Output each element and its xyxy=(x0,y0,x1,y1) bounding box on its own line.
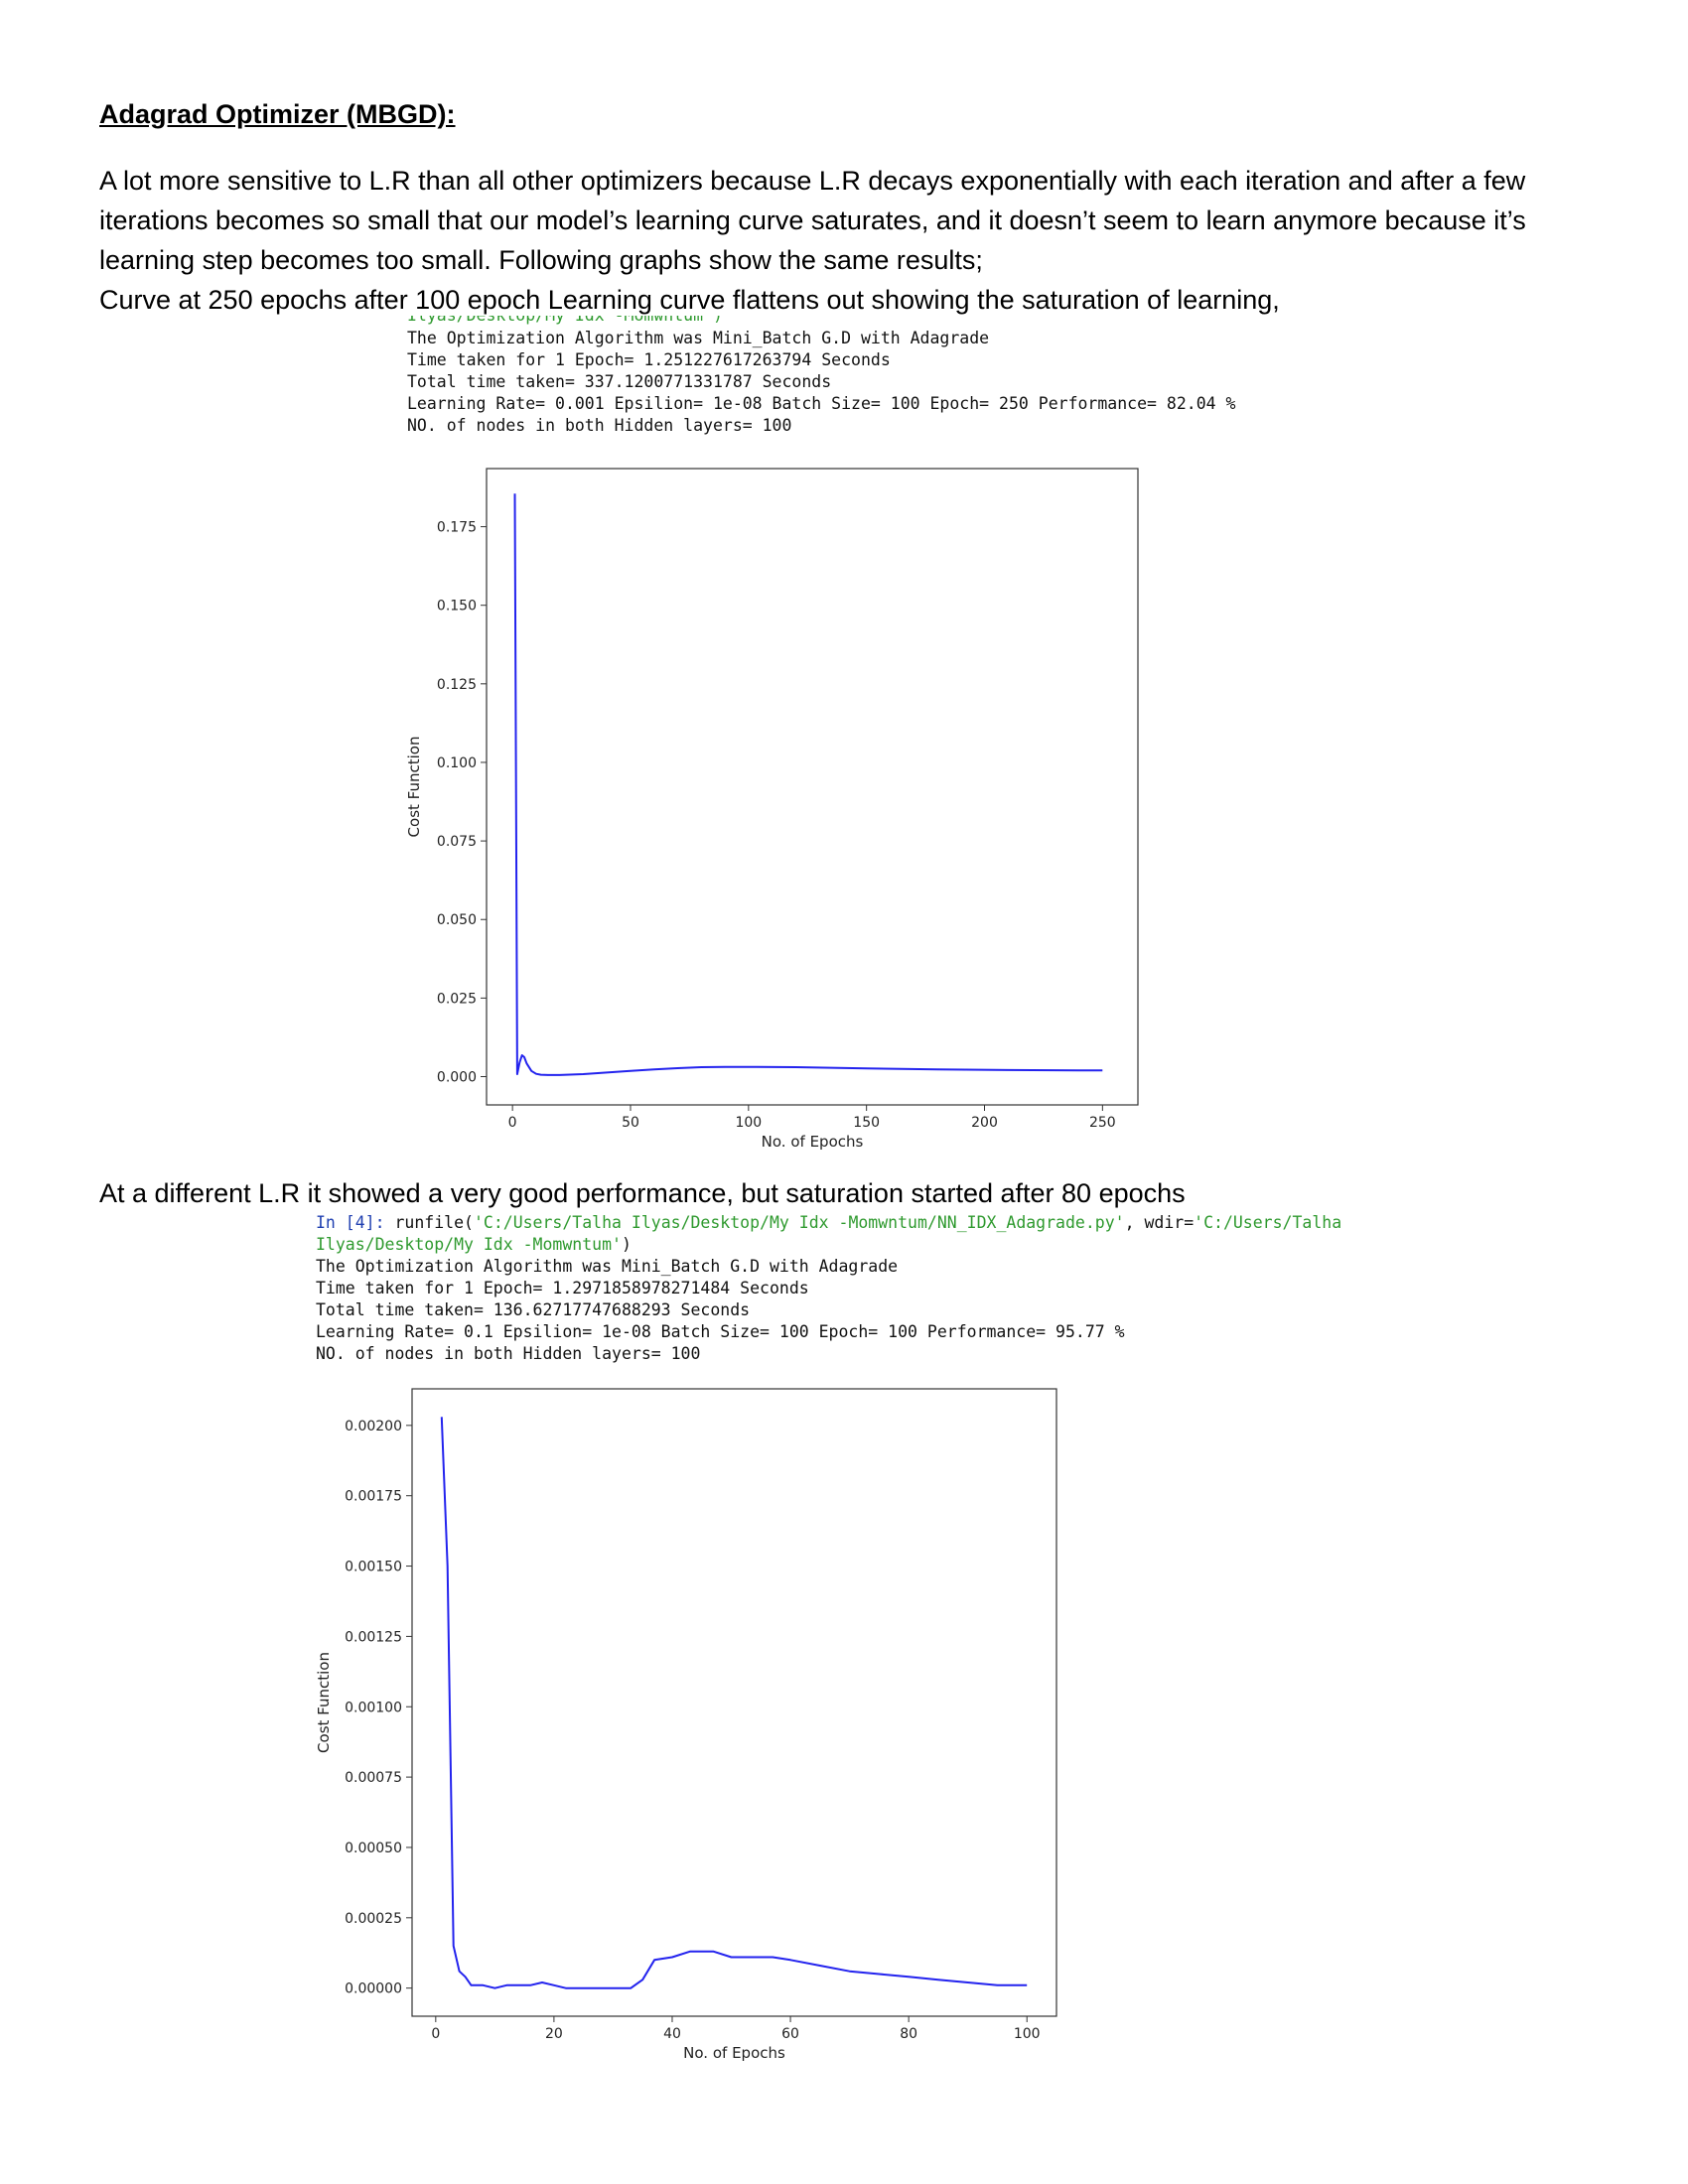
console-output-1: The Optimization Algorithm was Mini_Batc… xyxy=(407,328,1235,437)
console1-line: NO. of nodes in both Hidden layers= 100 xyxy=(407,416,792,435)
y-tick-label: 0.175 xyxy=(437,520,477,536)
console-output-2: In [4]: runfile('C:/Users/Talha Ilyas/De… xyxy=(316,1212,1341,1365)
console2-prompt: In [4]: xyxy=(316,1213,385,1232)
y-tick-label: 0.150 xyxy=(437,599,477,614)
intro-paragraph: A lot more sensitive to L.R than all oth… xyxy=(99,166,1526,275)
y-tick-label: 0.050 xyxy=(437,912,477,928)
console2-command: In [4]: runfile('C:/Users/Talha Ilyas/De… xyxy=(316,1212,1341,1234)
x-tick-label: 50 xyxy=(622,1115,639,1131)
x-tick-label: 0 xyxy=(508,1115,517,1131)
y-tick-label: 0.075 xyxy=(437,834,477,850)
different-lr-caption: At a different L.R it showed a very good… xyxy=(99,1178,1186,1208)
console2-wdir: 'C:/Users/Talha xyxy=(1194,1213,1342,1232)
y-tick-label: 0.100 xyxy=(437,755,477,771)
console2-line: NO. of nodes in both Hidden layers= 100 xyxy=(316,1344,701,1363)
y-tick-label: 0.125 xyxy=(437,677,477,693)
console2-line: Total time taken= 136.62717747688293 Sec… xyxy=(316,1300,751,1319)
console2-line: Time taken for 1 Epoch= 1.29718589782714… xyxy=(316,1279,809,1297)
console2-path: 'C:/Users/Talha Ilyas/Desktop/My Idx -Mo… xyxy=(473,1213,1125,1232)
section-heading: Adagrad Optimizer (MBGD): xyxy=(99,99,456,129)
x-tick-label: 250 xyxy=(1089,1115,1116,1131)
console2-wdir-cont: Ilyas/Desktop/My Idx -Momwntum' xyxy=(316,1235,622,1254)
console1-line: Total time taken= 337.1200771331787 Seco… xyxy=(407,372,832,391)
series-line-cost xyxy=(513,493,1103,1076)
console2-close: ) xyxy=(621,1235,632,1254)
console2-func: runfile( xyxy=(384,1213,474,1232)
y-axis-label: Cost Function xyxy=(405,737,423,838)
console2-line: Learning Rate= 0.1 Epsilion= 1e-08 Batch… xyxy=(316,1322,1125,1341)
console1-cutoff: Ilyas/Desktop/My Idx -Momwntum') xyxy=(407,316,824,328)
console2-command-cont: Ilyas/Desktop/My Idx -Momwntum') xyxy=(316,1234,1341,1256)
x-tick-label: 150 xyxy=(853,1115,880,1131)
x-tick-label: 200 xyxy=(971,1115,998,1131)
y-tick-label: 0.000 xyxy=(437,1070,477,1086)
console2-line: The Optimization Algorithm was Mini_Batc… xyxy=(316,1257,899,1276)
console1-line: Learning Rate= 0.001 Epsilion= 1e-08 Bat… xyxy=(407,394,1236,413)
y-tick-label: 0.025 xyxy=(437,991,477,1007)
curve-250-caption: Curve at 250 epochs after 100 epoch Lear… xyxy=(99,285,1280,315)
console2-sep: , wdir= xyxy=(1124,1213,1195,1232)
plot-frame xyxy=(486,468,1139,1106)
x-axis-label: No. of Epochs xyxy=(762,1133,864,1151)
console1-line: Time taken for 1 Epoch= 1.25122761726379… xyxy=(407,350,891,369)
x-tick-label: 100 xyxy=(735,1115,762,1131)
console1-line: The Optimization Algorithm was Mini_Batc… xyxy=(407,329,990,347)
console1-cutoff-line: Ilyas/Desktop/My Idx -Momwntum') xyxy=(407,316,824,327)
